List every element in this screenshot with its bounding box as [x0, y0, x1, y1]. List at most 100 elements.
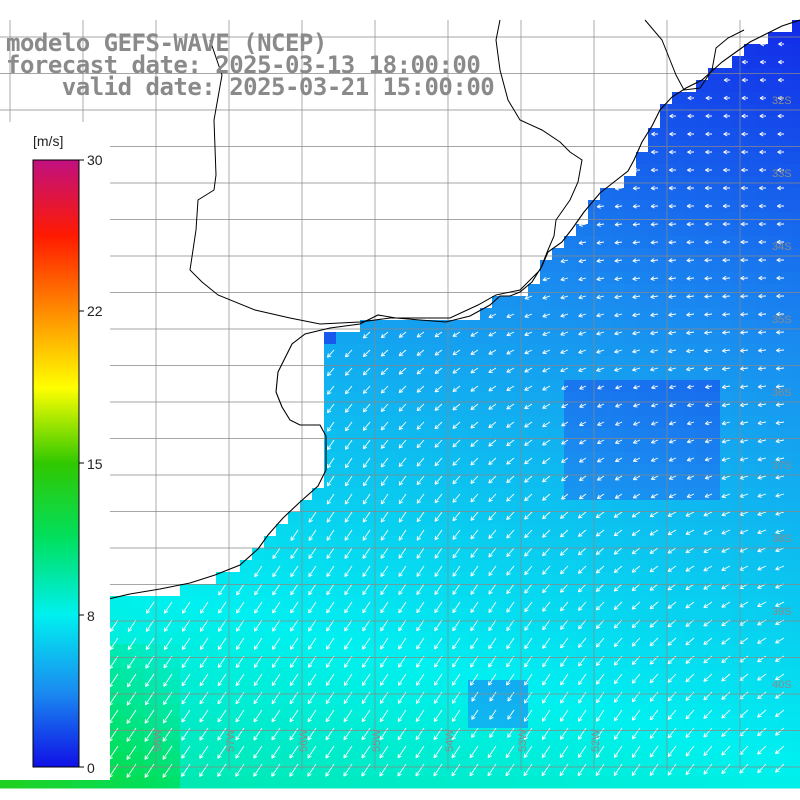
wind-arrow-head — [470, 646, 475, 650]
wind-arrow-head — [668, 330, 672, 334]
wind-cell — [600, 776, 613, 789]
wind-arrow — [597, 475, 605, 481]
wind-arrow-head — [685, 698, 690, 701]
wind-cell — [264, 740, 277, 753]
wind-arrow — [416, 547, 425, 559]
wind-cell — [444, 356, 457, 369]
wind-cell — [780, 644, 793, 657]
wind-arrow-head — [560, 313, 564, 317]
wind-arrow — [506, 529, 515, 539]
wind-arrow-head — [757, 529, 761, 534]
wind-arrow-head — [524, 331, 528, 336]
wind-arrow-head — [290, 592, 295, 596]
wind-cell — [792, 644, 800, 657]
wind-arrow — [631, 601, 641, 610]
wind-cell — [372, 332, 385, 345]
wind-cell — [384, 656, 397, 669]
wind-cell — [240, 692, 253, 705]
wind-arrow-head — [344, 665, 349, 668]
wind-arrow-head — [488, 408, 493, 410]
wind-cell — [744, 68, 757, 81]
wind-arrow — [686, 277, 695, 280]
wind-arrow — [667, 529, 677, 536]
wind-cell — [168, 740, 181, 753]
wind-cell — [168, 608, 181, 621]
wind-arrow-head — [649, 625, 655, 628]
wind-arrow-head — [380, 556, 385, 559]
wind-arrow-head — [416, 464, 421, 467]
wind-arrow-head — [777, 169, 782, 173]
wind-arrow — [615, 457, 623, 462]
wind-arrow-head — [578, 315, 583, 318]
wind-cell — [708, 524, 721, 537]
wind-arrow-head — [721, 643, 726, 645]
wind-cell — [660, 392, 673, 405]
wind-cell — [564, 284, 577, 297]
wind-cell — [660, 260, 673, 273]
wind-cell — [540, 308, 553, 321]
wind-cell — [420, 680, 433, 693]
wind-arrow — [668, 493, 677, 498]
wind-arrow-head — [380, 574, 385, 577]
wind-arrow-head — [704, 187, 709, 191]
wind-cell — [696, 740, 709, 753]
wind-arrow-head — [308, 574, 313, 578]
wind-arrow — [308, 565, 317, 577]
wind-arrow — [452, 601, 461, 613]
wind-cell — [264, 620, 277, 633]
wind-cell — [336, 668, 349, 681]
wind-cell — [720, 764, 733, 777]
wind-arrow-head — [308, 647, 313, 650]
wind-arrow-head — [722, 185, 727, 189]
wind-cell — [624, 644, 637, 657]
wind-arrow — [415, 709, 425, 722]
wind-cell — [732, 176, 745, 189]
wind-cell — [636, 644, 649, 657]
wind-cell — [528, 500, 541, 513]
wind-cell — [636, 332, 649, 345]
wind-arrow — [542, 277, 551, 281]
wind-cell — [672, 440, 685, 453]
wind-cell — [456, 764, 469, 777]
wind-arrow-head — [740, 332, 745, 335]
wind-arrow-head — [595, 680, 598, 685]
wind-cell — [708, 200, 721, 213]
wind-arrow-head — [560, 334, 565, 336]
wind-cell — [552, 380, 565, 393]
wind-arrow-head — [721, 478, 726, 480]
wind-cell — [624, 776, 637, 789]
wind-arrow-head — [775, 495, 780, 498]
wind-cell — [516, 440, 529, 453]
wind-cell — [768, 644, 781, 657]
wind-arrow-head — [344, 426, 347, 431]
wind-cell — [768, 404, 781, 417]
wind-cell — [540, 284, 553, 297]
wind-cell — [612, 776, 625, 789]
wind-arrow-head — [542, 609, 547, 612]
wind-arrow-head — [632, 369, 637, 372]
wind-arrow-head — [362, 646, 367, 650]
wind-cell — [756, 608, 769, 621]
wind-cell — [216, 680, 229, 693]
wind-cell — [576, 632, 589, 645]
wind-arrow-head — [667, 625, 672, 628]
wind-arrow-head — [687, 151, 692, 155]
wind-cell — [396, 596, 409, 609]
wind-cell — [312, 608, 325, 621]
wind-cell — [540, 476, 553, 489]
wind-arrow-head — [235, 683, 240, 687]
wind-cell — [144, 776, 157, 789]
wind-cell — [576, 644, 589, 657]
wind-arrow-head — [741, 131, 746, 135]
wind-arrow — [253, 673, 263, 686]
wind-arrow-head — [650, 185, 655, 189]
wind-arrow-head — [398, 646, 403, 650]
wind-arrow-head — [560, 643, 562, 649]
wind-arrow — [127, 673, 137, 688]
wind-cell — [564, 608, 577, 621]
wind-cell — [516, 368, 529, 381]
wind-arrow-head — [308, 628, 313, 632]
wind-cell — [132, 704, 145, 717]
wind-arrow-head — [685, 714, 688, 720]
wind-cell — [420, 584, 433, 597]
